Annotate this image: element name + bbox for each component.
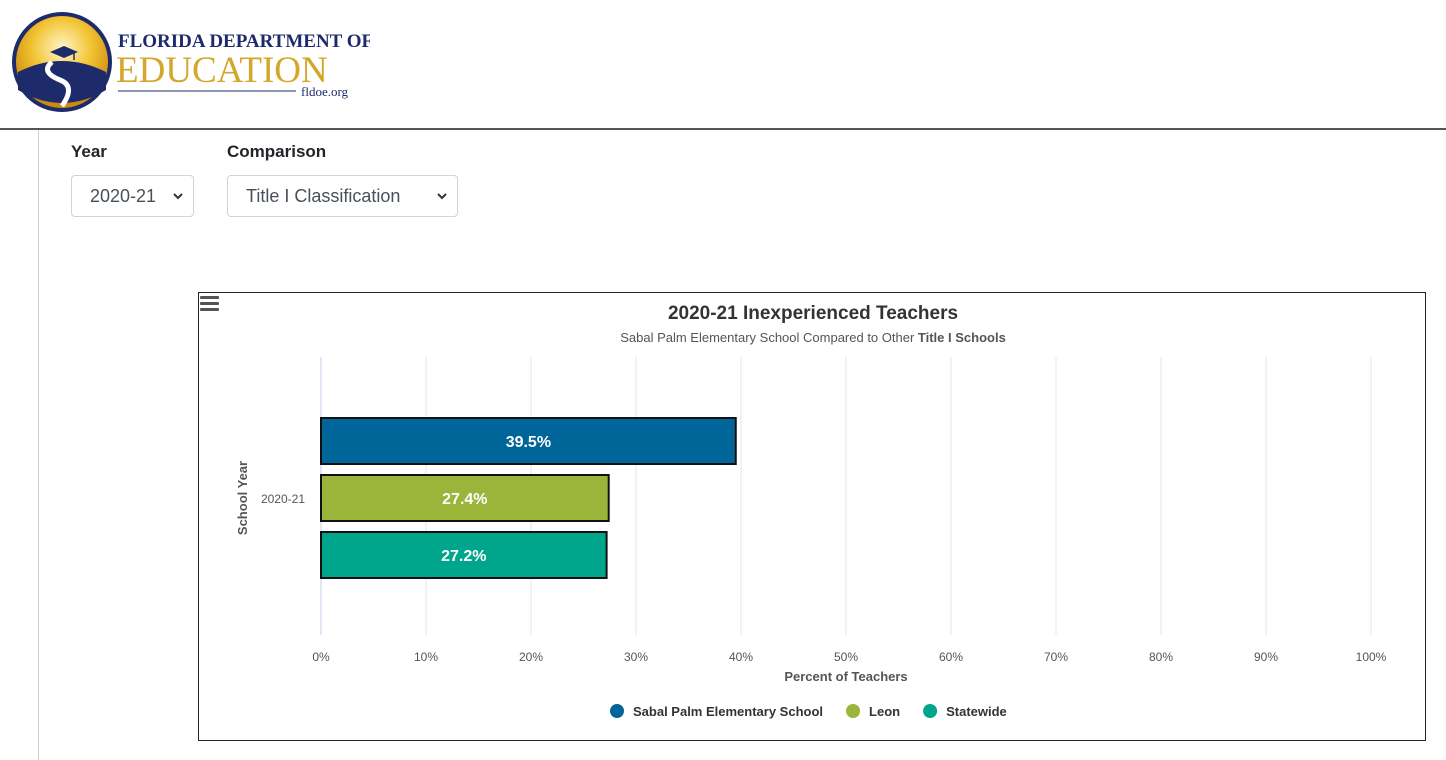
hamburger-menu-icon[interactable] (199, 293, 221, 313)
logo-line2: EDUCATION (116, 50, 328, 91)
x-tick-label: 100% (1356, 650, 1387, 664)
comparison-label: Comparison (227, 142, 327, 161)
chart-subtitle-text: Sabal Palm Elementary School Compared to… (620, 330, 918, 345)
left-divider (38, 130, 39, 760)
legend-marker (923, 704, 938, 718)
bar-data-label: 27.4% (442, 491, 487, 508)
x-tick-label: 50% (834, 650, 858, 664)
x-tick-label: 30% (624, 650, 648, 664)
fldoe-logo[interactable]: FLORIDA DEPARTMENT OF EDUCATION fldoe.or… (10, 10, 370, 116)
site-header: FLORIDA DEPARTMENT OF EDUCATION fldoe.or… (0, 0, 1446, 130)
x-tick-label: 60% (939, 650, 963, 664)
x-tick-label: 20% (519, 650, 543, 664)
chart-subtitle: Sabal Palm Elementary School Compared to… (620, 330, 1006, 345)
chart-title: 2020-21 Inexperienced Teachers (668, 303, 958, 324)
x-tick-label: 90% (1254, 650, 1278, 664)
legend-item[interactable]: Statewide (946, 704, 1007, 719)
year-select-value: 2020-21 (90, 185, 157, 206)
year-label: Year (71, 142, 107, 161)
x-tick-label: 80% (1149, 650, 1173, 664)
chart-container: 2020-21 Inexperienced Teachers Sabal Palm… (198, 292, 1426, 741)
legend-item[interactable]: Sabal Palm Elementary School (633, 704, 823, 719)
comparison-select[interactable]: Title I Classification (227, 175, 458, 217)
year-select[interactable]: 2020-21 (71, 175, 194, 217)
bar-statewide (320, 531, 608, 579)
chevron-down-icon (173, 193, 183, 200)
bar-chart: 2020-21 Inexperienced Teachers Sabal Palm… (235, 303, 1387, 719)
x-tick-label: 40% (729, 650, 753, 664)
bar-data-label: 39.5% (506, 434, 551, 451)
x-tick-label: 0% (312, 650, 330, 664)
x-tick-label: 70% (1044, 650, 1068, 664)
comparison-select-value: Title I Classification (246, 185, 401, 206)
chevron-down-icon (437, 193, 447, 200)
y-axis-title: School Year (235, 461, 250, 535)
x-tick-label: 10% (414, 650, 438, 664)
logo-url: fldoe.org (301, 84, 349, 99)
logo-line1: FLORIDA DEPARTMENT OF (118, 31, 370, 52)
chart-subtitle-emphasis: Title I Schools (918, 330, 1006, 345)
y-tick-label: 2020-21 (261, 492, 305, 506)
x-axis-title: Percent of Teachers (784, 669, 907, 684)
bar-data-label: 27.2% (441, 548, 486, 565)
legend-marker (846, 704, 861, 718)
legend-item[interactable]: Leon (869, 704, 900, 719)
bar-sabal-palm-elementary-school (320, 417, 737, 465)
legend-marker (610, 704, 624, 718)
bar-leon (320, 474, 610, 522)
